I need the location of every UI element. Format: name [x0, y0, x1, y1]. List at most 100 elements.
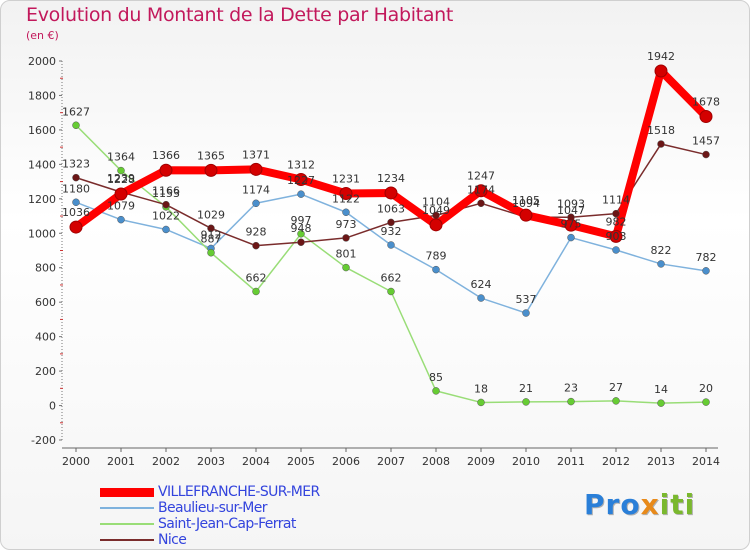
data-label: 1079	[107, 200, 135, 213]
data-point	[207, 224, 215, 233]
data-point	[567, 397, 575, 406]
data-label: 887	[201, 233, 222, 246]
data-label: 27	[609, 381, 623, 394]
logo-part-2: x	[640, 488, 660, 521]
data-point	[519, 208, 533, 222]
data-point	[612, 397, 620, 405]
data-label: 1105	[512, 194, 540, 207]
data-point	[72, 173, 80, 182]
data-point	[207, 248, 215, 257]
data-label: 1174	[242, 183, 270, 196]
x-tick-label: 2014	[692, 455, 720, 468]
y-tick-label: 600	[35, 296, 56, 309]
data-label: 1166	[152, 185, 180, 198]
data-point	[432, 387, 440, 395]
y-tick-label: 800	[35, 262, 56, 275]
data-point	[69, 220, 83, 234]
data-label: 1094	[512, 197, 540, 210]
legend-label: Nice	[158, 532, 187, 548]
data-label: 912	[201, 228, 222, 241]
x-tick-label: 2007	[377, 455, 405, 468]
x-tick-label: 2000	[62, 455, 90, 468]
data-label: 1174	[467, 183, 495, 196]
data-label: 1228	[107, 173, 135, 186]
data-point	[522, 398, 530, 406]
data-label: 537	[516, 293, 537, 306]
y-tick-label: 1200	[28, 193, 56, 206]
legend-swatch	[100, 539, 154, 541]
data-label: 1104	[422, 195, 450, 208]
chart-title: Evolution du Montant de la Dette par Hab…	[26, 4, 454, 26]
data-label: 23	[564, 382, 578, 395]
data-label: 1114	[602, 194, 630, 207]
y-tick-label: 2000	[28, 55, 56, 68]
data-label: 928	[246, 226, 267, 239]
data-label: 1047	[557, 204, 585, 217]
x-tick-label: 2003	[197, 455, 225, 468]
data-label: 1022	[152, 209, 180, 222]
data-point	[474, 184, 488, 198]
chart-subtitle: (en €)	[26, 29, 59, 42]
data-label: 789	[426, 250, 447, 263]
data-point	[297, 230, 305, 238]
data-point	[702, 267, 710, 275]
data-label: 85	[429, 371, 443, 384]
data-label: 973	[336, 218, 357, 231]
data-label: 801	[336, 248, 357, 261]
chart-legend: VILLEFRANCHE-SUR-MER Beaulieu-sur-Mer Sain…	[100, 484, 320, 548]
y-tick-label: 1000	[28, 227, 56, 240]
data-label: 782	[696, 251, 717, 264]
data-label: 948	[291, 222, 312, 235]
y-tick-label: 0	[49, 400, 56, 413]
x-tick-label: 2002	[152, 455, 180, 468]
x-tick-label: 2012	[602, 455, 630, 468]
data-point	[699, 109, 713, 123]
data-point	[702, 398, 710, 406]
data-point	[612, 246, 620, 254]
x-tick-label: 2013	[647, 455, 675, 468]
data-label: 997	[291, 214, 312, 227]
legend-swatch	[100, 523, 154, 525]
logo-part-3: iti	[659, 488, 696, 521]
data-label: 1049	[422, 204, 450, 217]
legend-label: Saint-Jean-Cap-Ferrat	[158, 516, 296, 532]
legend-swatch	[100, 487, 154, 497]
data-point	[72, 198, 80, 207]
data-label: 1312	[287, 159, 315, 172]
data-point	[657, 399, 665, 407]
data-point	[297, 238, 305, 246]
x-tick-label: 2008	[422, 455, 450, 468]
y-tick-label: 1600	[28, 124, 56, 137]
data-point	[204, 163, 218, 177]
data-point	[522, 309, 530, 317]
data-label: 1036	[62, 206, 90, 219]
data-point	[657, 140, 665, 148]
data-label: 1239	[107, 172, 135, 185]
data-point	[159, 163, 173, 177]
y-tick-label: 1800	[28, 89, 56, 102]
data-point	[477, 199, 485, 208]
data-label: 1364	[107, 151, 135, 164]
data-point	[387, 287, 395, 296]
data-point	[72, 121, 80, 130]
data-label: 1518	[647, 124, 675, 137]
data-point	[252, 287, 260, 296]
data-label: 20	[699, 382, 713, 395]
data-label: 18	[474, 382, 488, 395]
legend-label: VILLEFRANCHE-SUR-MER	[158, 484, 320, 500]
data-point	[342, 263, 350, 272]
data-label: 1180	[62, 182, 90, 195]
data-label: 903	[606, 230, 627, 243]
logo-part-1: Pro	[584, 488, 641, 521]
legend-swatch	[100, 507, 154, 509]
data-label: 1231	[332, 172, 360, 185]
data-label: 1063	[377, 202, 405, 215]
data-point	[252, 199, 260, 208]
y-tick-label: 200	[35, 365, 56, 378]
data-point	[252, 241, 260, 250]
legend-item: Beaulieu-sur-Mer	[100, 500, 320, 516]
data-point	[162, 225, 170, 234]
data-point	[342, 234, 350, 242]
